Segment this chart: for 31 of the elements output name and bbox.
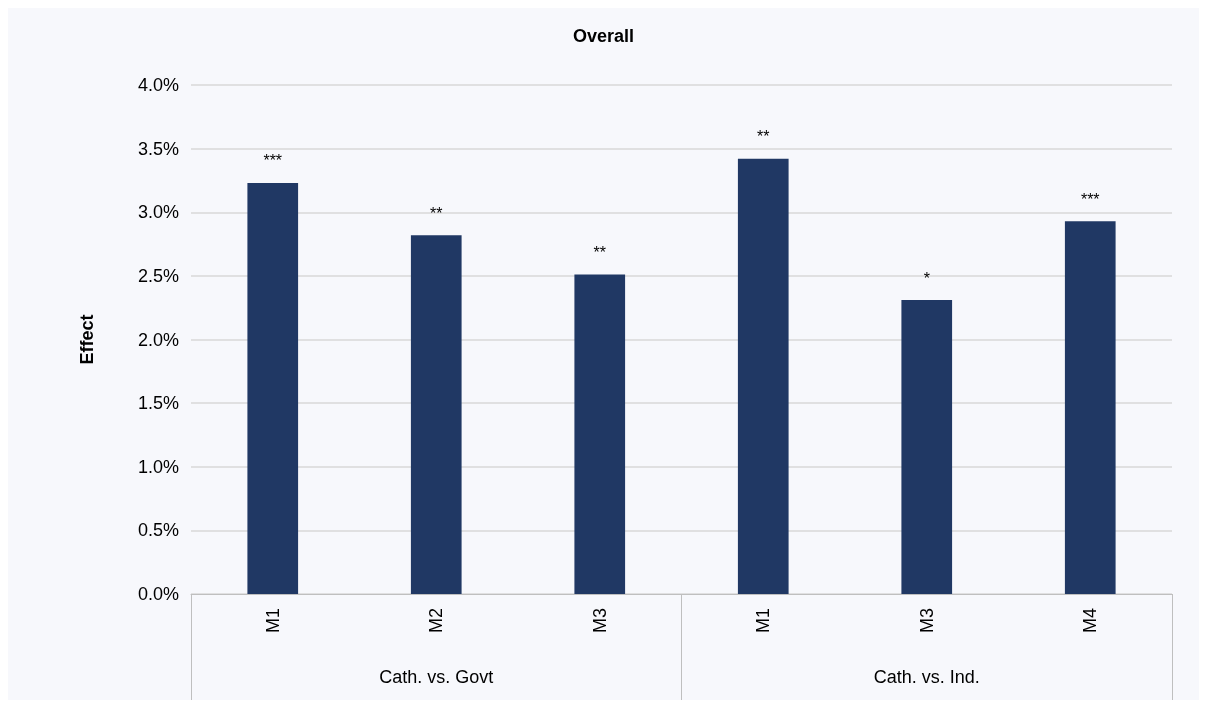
data-label: *** (263, 152, 283, 170)
y-tick-label: 2.0% (137, 329, 179, 350)
text: Cath. vs. Ind. (873, 667, 980, 687)
bar (247, 182, 299, 594)
bar (1064, 221, 1116, 594)
data-label: ** (593, 244, 606, 262)
y-axis-title: Effect (77, 314, 97, 365)
data-label: *** (1080, 190, 1100, 208)
x-tick-label: M1 (262, 608, 283, 634)
data-label: ** (757, 128, 770, 146)
text: Cath. vs. Govt (379, 667, 494, 687)
x-tick-label: M4 (1080, 608, 1101, 634)
x-tick-label: M1 (753, 608, 774, 634)
y-tick-label: 4.0% (137, 75, 179, 95)
y-tick-label: 2.5% (137, 265, 179, 286)
bar (410, 235, 462, 594)
data-label: * (923, 269, 930, 287)
bar (574, 274, 626, 594)
x-tick-label: M2 (426, 608, 447, 634)
y-tick-label: 0.5% (137, 520, 179, 541)
data-label: ** (430, 204, 443, 222)
y-tick-label: 1.0% (137, 456, 179, 477)
bar (737, 158, 789, 594)
y-tick-label: 3.0% (137, 202, 179, 223)
y-tick-label: 3.5% (137, 138, 179, 159)
x-tick-label: M3 (916, 608, 937, 634)
y-tick-label: 0.0% (137, 584, 179, 604)
chart-title: Overall (572, 26, 635, 46)
x-tick-label: M3 (589, 608, 610, 634)
bar (901, 300, 953, 594)
y-tick-label: 1.5% (137, 393, 179, 414)
